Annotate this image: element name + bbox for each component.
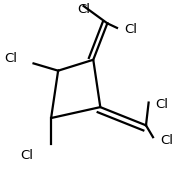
Text: Cl: Cl [5,52,18,65]
Text: Cl: Cl [124,23,137,36]
Text: Cl: Cl [160,134,173,147]
Text: Cl: Cl [20,149,33,162]
Text: Cl: Cl [77,3,90,16]
Text: Cl: Cl [156,98,169,111]
